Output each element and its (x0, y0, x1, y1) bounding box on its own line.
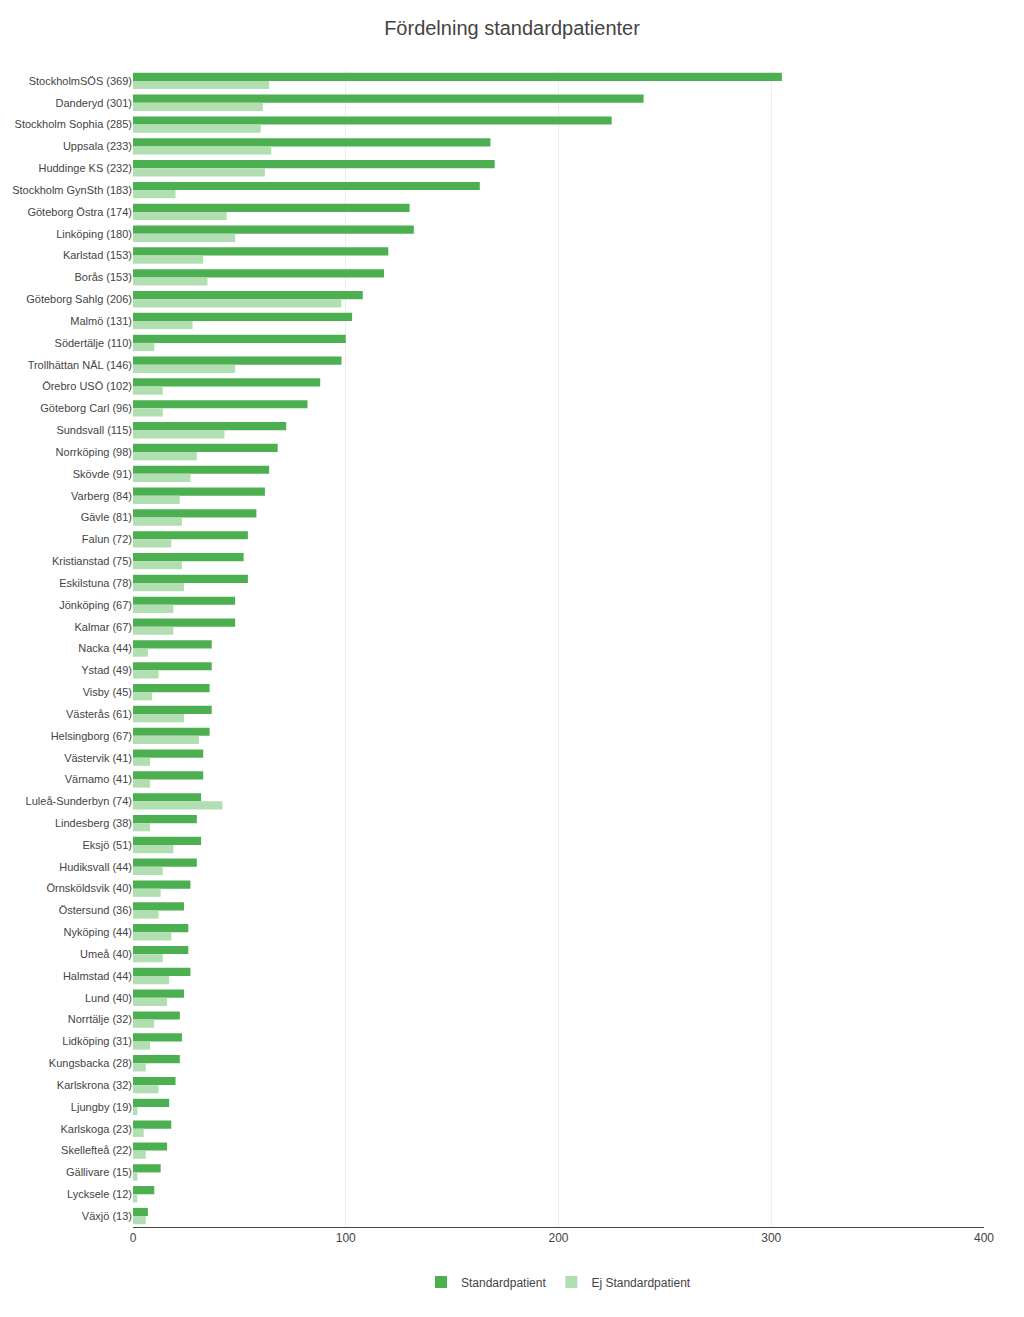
svg-text:Linköping (180): Linköping (180) (56, 228, 132, 240)
svg-text:Örnsköldsvik (40): Örnsköldsvik (40) (46, 882, 132, 894)
svg-text:Lycksele (12): Lycksele (12) (67, 1188, 132, 1200)
svg-text:Lindesberg (38): Lindesberg (38) (55, 817, 132, 829)
svg-text:Fördelning standardpatienter: Fördelning standardpatienter (384, 17, 640, 39)
svg-text:Umeå (40): Umeå (40) (80, 948, 132, 960)
svg-text:Standardpatient: Standardpatient (461, 1276, 546, 1290)
svg-text:Hudiksvall (44): Hudiksvall (44) (59, 861, 132, 873)
svg-text:Malmö (131): Malmö (131) (70, 315, 132, 327)
svg-text:Varberg (84): Varberg (84) (71, 490, 132, 502)
svg-text:300: 300 (761, 1231, 781, 1245)
svg-text:Sundsvall (115): Sundsvall (115) (56, 424, 132, 436)
svg-text:Visby (45): Visby (45) (83, 686, 132, 698)
svg-text:Norrköping (98): Norrköping (98) (56, 446, 132, 458)
svg-text:200: 200 (548, 1231, 568, 1245)
svg-text:Karlskoga (23): Karlskoga (23) (60, 1123, 132, 1135)
svg-text:Stockholm Sophia (285): Stockholm Sophia (285) (15, 118, 132, 130)
svg-text:StockholmSÖS (369): StockholmSÖS (369) (29, 75, 132, 87)
svg-text:Nyköping (44): Nyköping (44) (64, 926, 132, 938)
svg-text:Borås (153): Borås (153) (75, 271, 132, 283)
svg-text:400: 400 (974, 1231, 994, 1245)
svg-text:Skövde (91): Skövde (91) (73, 468, 132, 480)
svg-text:Göteborg Carl (96): Göteborg Carl (96) (40, 402, 132, 414)
svg-text:Trollhättan NÄL (146): Trollhättan NÄL (146) (28, 359, 132, 371)
svg-text:Eksjö (51): Eksjö (51) (82, 839, 132, 851)
svg-text:Karlstad (153): Karlstad (153) (63, 249, 132, 261)
svg-text:Gävle (81): Gävle (81) (81, 511, 132, 523)
svg-text:Karlskrona (32): Karlskrona (32) (57, 1079, 132, 1091)
svg-text:Örebro USÖ (102): Örebro USÖ (102) (42, 380, 132, 392)
svg-text:Norrtälje (32): Norrtälje (32) (68, 1013, 132, 1025)
svg-text:Kalmar (67): Kalmar (67) (75, 621, 132, 633)
svg-text:Falun (72): Falun (72) (82, 533, 132, 545)
svg-text:Växjö (13): Växjö (13) (82, 1210, 132, 1222)
svg-text:Göteborg Sahlg (206): Göteborg Sahlg (206) (26, 293, 132, 305)
svg-text:Halmstad (44): Halmstad (44) (63, 970, 132, 982)
svg-text:Lund (40): Lund (40) (85, 992, 132, 1004)
svg-text:Västervik (41): Västervik (41) (64, 752, 132, 764)
svg-text:Eskilstuna (78): Eskilstuna (78) (59, 577, 132, 589)
svg-text:Östersund (36): Östersund (36) (59, 904, 132, 916)
svg-text:Kungsbacka (28): Kungsbacka (28) (49, 1057, 132, 1069)
svg-text:Lidköping (31): Lidköping (31) (62, 1035, 132, 1047)
svg-text:Huddinge KS (232): Huddinge KS (232) (38, 162, 132, 174)
svg-text:Södertälje (110): Södertälje (110) (55, 337, 132, 349)
svg-text:Ej Standardpatient: Ej Standardpatient (591, 1276, 690, 1290)
svg-text:Ystad (49): Ystad (49) (81, 664, 132, 676)
svg-text:Göteborg Östra (174): Göteborg Östra (174) (27, 206, 132, 218)
svg-text:Helsingborg (67): Helsingborg (67) (51, 730, 132, 742)
svg-text:Nacka (44): Nacka (44) (78, 642, 132, 654)
svg-text:0: 0 (130, 1231, 137, 1245)
svg-text:Gällivare (15): Gällivare (15) (66, 1166, 132, 1178)
svg-text:100: 100 (336, 1231, 356, 1245)
svg-text:Stockholm GynSth (183): Stockholm GynSth (183) (12, 184, 132, 196)
svg-text:Värnamo (41): Värnamo (41) (65, 773, 132, 785)
svg-text:Jönköping (67): Jönköping (67) (59, 599, 132, 611)
svg-text:Kristianstad (75): Kristianstad (75) (52, 555, 132, 567)
svg-text:Luleå-Sunderbyn (74): Luleå-Sunderbyn (74) (26, 795, 132, 807)
svg-text:Danderyd (301): Danderyd (301) (56, 97, 132, 109)
svg-text:Skellefteå (22): Skellefteå (22) (61, 1144, 132, 1156)
svg-text:Uppsala (233): Uppsala (233) (63, 140, 132, 152)
svg-text:Ljungby (19): Ljungby (19) (71, 1101, 132, 1113)
svg-text:Västerås (61): Västerås (61) (66, 708, 132, 720)
